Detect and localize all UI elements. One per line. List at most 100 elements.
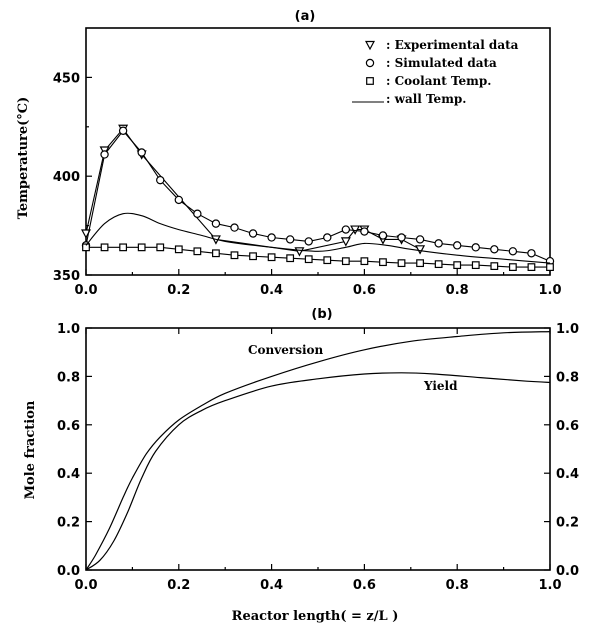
panel-a-point-square [508, 263, 517, 271]
panel-a-point-circle [230, 223, 239, 232]
panel-a-point-circle [378, 231, 388, 240]
panel-a-point-circle [527, 249, 536, 258]
panel-a-point-square [434, 260, 443, 269]
panel-a-y-tick-label: 450 [53, 71, 80, 86]
panel-a-point-square [546, 263, 554, 271]
legend-label: : Experimental data [386, 38, 519, 52]
panel-a-point-triangle-down [294, 247, 305, 257]
panel-a-point-square [267, 253, 276, 262]
panel-b-y-right-tick-label: 1.0 [556, 322, 579, 337]
panel-a-point-circle [100, 150, 109, 159]
panel-a-y-tick-label: 400 [53, 170, 80, 185]
panel-b-x-axis-label: Reactor length( = z/L ) [232, 609, 399, 624]
panel-a-point-square [249, 252, 257, 261]
panel-a-point-triangle-down [415, 245, 426, 255]
panel-a-y-tick-label: 350 [53, 269, 80, 284]
panel-a-point-square [304, 255, 313, 264]
panel-a-point-circle [137, 148, 146, 157]
panel-b-x-tick-label: 0.4 [260, 578, 283, 593]
panel-a-point-square [100, 243, 109, 252]
panel-b-y-ticks: 0.0 0.0 0.2 0.2 0.4 0.4 0.6 0.6 0.8 0.8 1.0 1.0 [57, 322, 579, 579]
panel-b-y-tick-label: 0.2 [57, 516, 80, 531]
panel-a-point-circle [285, 235, 295, 244]
panel-a-point-square [527, 263, 536, 271]
panel-a-x-tick-label: 1.0 [538, 283, 561, 298]
panel-a-x-tick-label: 0.4 [260, 283, 283, 298]
panel-a-point-square [286, 254, 295, 263]
panel-b-frame [85, 327, 551, 571]
panel-a-point-square [323, 256, 332, 265]
panel-a-point-square [360, 257, 369, 266]
panel-b-y-axis-label: Mole fraction [23, 400, 38, 499]
panel-b-x-ticks: 0.0 0.2 0.4 0.6 0.8 1.0 [74, 328, 562, 593]
panel-b-title: (b) [311, 307, 332, 322]
panel-a-point-circle [156, 175, 165, 185]
panel-a-point-circle [453, 241, 462, 250]
panel-a-point-circle [508, 247, 518, 256]
panel-a-point-square [490, 262, 499, 271]
panel-a-x-tick-label: 0.6 [353, 283, 376, 298]
legend-label: : Coolant Temp. [386, 74, 491, 88]
panel-a-point-square [471, 261, 480, 270]
legend-triangle-down-swatch [365, 40, 375, 51]
panel-b-series-yield-line [85, 372, 551, 571]
conversion-label: Conversion [248, 343, 324, 357]
panel-b-x-tick-label: 0.0 [74, 578, 97, 593]
panel-a-point-circle [118, 126, 128, 135]
panel-a-title: (a) [295, 9, 316, 24]
panel-a-point-circle [341, 225, 351, 234]
panel-a-x-ticks: 0.0 0.2 0.4 0.6 0.8 1.0 [74, 269, 562, 298]
panel-a-point-square [397, 259, 406, 268]
yield-label: Yield [423, 379, 458, 393]
legend-label: : Simulated data [386, 56, 497, 70]
panel-a-point-circle [267, 233, 276, 242]
panel-b-y-tick-label: 0.6 [57, 419, 80, 434]
panel-a-point-circle [248, 229, 258, 238]
panel-a-point-circle [397, 233, 406, 242]
legend-label: : wall Temp. [386, 92, 466, 106]
panel-b-y-tick-label: 0.4 [57, 467, 80, 482]
panel-b-x-tick-label: 1.0 [538, 578, 561, 593]
panel-b-y-right-tick-label: 0.8 [556, 370, 579, 385]
panel-a-point-square [416, 259, 424, 268]
panel-a-point-square [230, 251, 239, 260]
panel-a-point-square [156, 243, 165, 252]
panel-b-y-tick-label: 1.0 [57, 322, 80, 337]
panel-a-series-line-line [85, 212, 551, 264]
panel-b-y-right-tick-label: 0.6 [556, 419, 579, 434]
panel-a-point-circle [193, 209, 202, 218]
panel-a-x-tick-label: 0.2 [167, 283, 190, 298]
panel-a-point-circle [323, 233, 332, 242]
panel-a-point-circle [304, 237, 313, 246]
panel-a-series [81, 124, 555, 271]
panel-a-point-square [379, 258, 387, 267]
panel-b-x-tick-label: 0.6 [353, 578, 376, 593]
panel-a-point-square [212, 249, 220, 258]
legend-square-swatch [366, 77, 374, 85]
panel-a-legend: : Experimental data : Simulated data : Coo… [352, 38, 519, 106]
panel-b-series [85, 331, 551, 571]
panel-b-series-conversion-line [85, 331, 551, 571]
panel-a-point-circle [211, 219, 221, 228]
panel-b-y-tick-label: 0.0 [57, 564, 80, 579]
panel-b-y-tick-label: 0.8 [57, 370, 80, 385]
panel-a-point-square [137, 243, 146, 252]
panel-a-y-axis-label: Temperature(°C) [16, 97, 31, 220]
panel-a-point-triangle-down [340, 237, 351, 247]
panel-a-point-square [82, 243, 90, 252]
panel-a-x-tick-label: 0.8 [446, 283, 469, 298]
panel-b-x-tick-label: 0.2 [167, 578, 190, 593]
panel-a-point-square [174, 245, 183, 254]
panel-b-y-right-tick-label: 0.0 [556, 564, 579, 579]
panel-b-x-tick-label: 0.8 [446, 578, 469, 593]
panel-a-point-square [341, 257, 350, 266]
panel-a-point-circle [434, 239, 443, 248]
panel-a-point-circle [174, 195, 183, 205]
panel-b-y-right-tick-label: 0.4 [556, 467, 579, 482]
legend-circle-swatch [365, 58, 375, 68]
panel-a-x-tick-label: 0.0 [74, 283, 97, 298]
panel-b: (b) 0.0 0.2 0.4 0.6 0.8 1.0 0.0 0.00.2 0.20.4 0.… [23, 307, 579, 624]
panel-a-point-circle [490, 245, 499, 254]
panel-a-point-circle [471, 243, 480, 252]
